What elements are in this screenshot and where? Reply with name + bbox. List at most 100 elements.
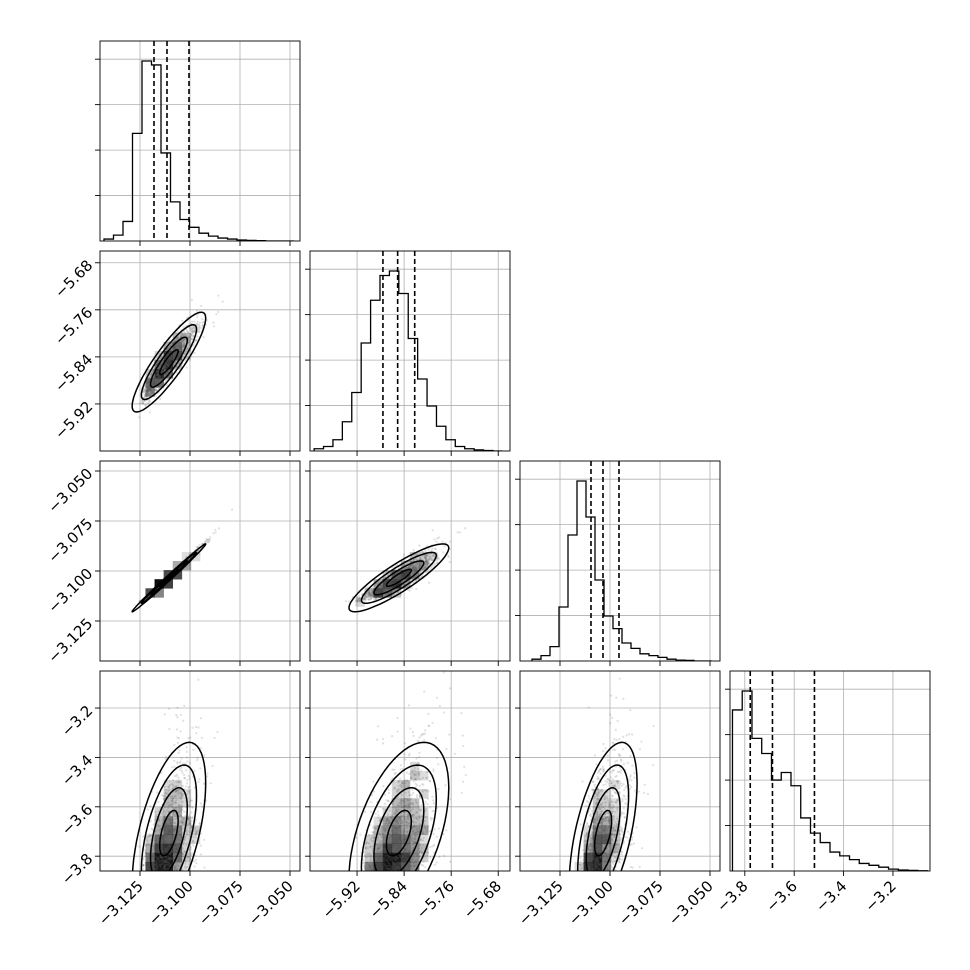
- sample-point: [399, 575, 402, 579]
- density-cell: [382, 570, 393, 580]
- sample-point: [407, 575, 411, 578]
- sample-point: [394, 577, 397, 581]
- sample-point: [177, 362, 180, 366]
- sample-point: [180, 343, 183, 346]
- sample-point: [416, 568, 419, 571]
- sample-point: [379, 590, 383, 593]
- sample-point: [415, 587, 418, 591]
- panel-frame: [99, 460, 301, 662]
- sample-point: [178, 354, 181, 357]
- density-cell: [400, 570, 411, 580]
- sample-point: [164, 362, 167, 365]
- sample-point: [370, 594, 374, 597]
- sample-point: [383, 585, 387, 588]
- sample-point: [160, 362, 163, 365]
- sample-point: [391, 586, 394, 589]
- sample-point: [167, 844, 170, 847]
- sample-point: [163, 364, 166, 368]
- sample-point: [176, 847, 179, 850]
- sample-point: [370, 588, 373, 591]
- sample-point: [168, 369, 171, 372]
- sample-point: [419, 564, 423, 567]
- sample-point: [386, 587, 389, 590]
- sample-point: [380, 588, 383, 591]
- sample-point: [163, 368, 166, 371]
- sample-point: [180, 350, 183, 354]
- sample-point: [383, 588, 386, 591]
- sample-point: [164, 849, 167, 852]
- sample-point: [147, 862, 150, 866]
- sample-point: [179, 832, 182, 836]
- sample-point: [411, 567, 414, 570]
- sample-point: [146, 389, 149, 392]
- sample-point: [171, 847, 174, 851]
- sample-point: [162, 374, 165, 377]
- sample-point: [367, 593, 370, 597]
- sample-point: [174, 790, 177, 793]
- sample-point: [179, 345, 182, 349]
- sample-point: [430, 549, 433, 552]
- sample-point: [412, 566, 415, 569]
- sample-point: [152, 382, 155, 385]
- sample-point: [425, 560, 428, 563]
- sample-point: [410, 564, 414, 567]
- sample-point: [190, 332, 193, 335]
- sample-point: [365, 591, 369, 595]
- sample-point: [432, 553, 436, 556]
- sample-point: [364, 596, 367, 599]
- x-tick-label: −3.050: [245, 877, 297, 929]
- sample-point: [180, 346, 183, 349]
- sample-point: [373, 594, 376, 597]
- sample-point: [174, 346, 178, 349]
- sample-point: [162, 358, 165, 361]
- sample-point: [382, 589, 385, 592]
- sample-point: [162, 805, 166, 808]
- sample-point: [208, 538, 211, 542]
- sample-point: [152, 823, 155, 826]
- sample-point: [180, 345, 183, 348]
- sample-point: [363, 597, 366, 600]
- sample-point: [428, 561, 431, 564]
- sample-point: [404, 573, 407, 576]
- sample-point: [163, 368, 166, 371]
- sample-point: [358, 596, 362, 600]
- density-cell: [364, 588, 374, 598]
- sample-point: [177, 344, 180, 348]
- sample-point: [155, 363, 158, 366]
- sample-point: [156, 373, 159, 376]
- sample-point: [158, 365, 162, 368]
- sample-point: [168, 830, 172, 834]
- sample-point: [173, 829, 176, 832]
- sample-point: [160, 378, 163, 381]
- sample-point: [153, 389, 156, 392]
- sample-point: [158, 868, 161, 871]
- sample-point: [414, 553, 417, 557]
- sample-point: [390, 590, 394, 593]
- sample-point: [174, 352, 177, 355]
- sample-point: [383, 588, 386, 591]
- sample-point: [185, 756, 189, 759]
- sample-point: [382, 587, 386, 590]
- sample-point: [158, 377, 162, 380]
- sample-point: [381, 585, 384, 588]
- sample-point: [389, 586, 392, 590]
- sample-point: [412, 567, 415, 570]
- sample-point: [391, 581, 395, 585]
- sample-point: [375, 590, 378, 593]
- sample-point: [204, 540, 207, 543]
- y-tick-label: −3.2: [58, 702, 96, 740]
- sample-point: [382, 588, 385, 591]
- sample-point: [143, 400, 146, 403]
- sample-point: [195, 862, 198, 865]
- sample-point: [418, 562, 421, 565]
- sample-point: [145, 395, 148, 398]
- sample-point: [164, 361, 167, 365]
- sample-point: [141, 835, 145, 838]
- sample-point: [398, 574, 401, 577]
- sample-point: [398, 578, 401, 581]
- sample-point: [155, 370, 158, 373]
- sample-point: [386, 579, 389, 582]
- sample-point: [171, 365, 174, 368]
- sample-point: [166, 863, 169, 867]
- sample-point: [167, 364, 170, 367]
